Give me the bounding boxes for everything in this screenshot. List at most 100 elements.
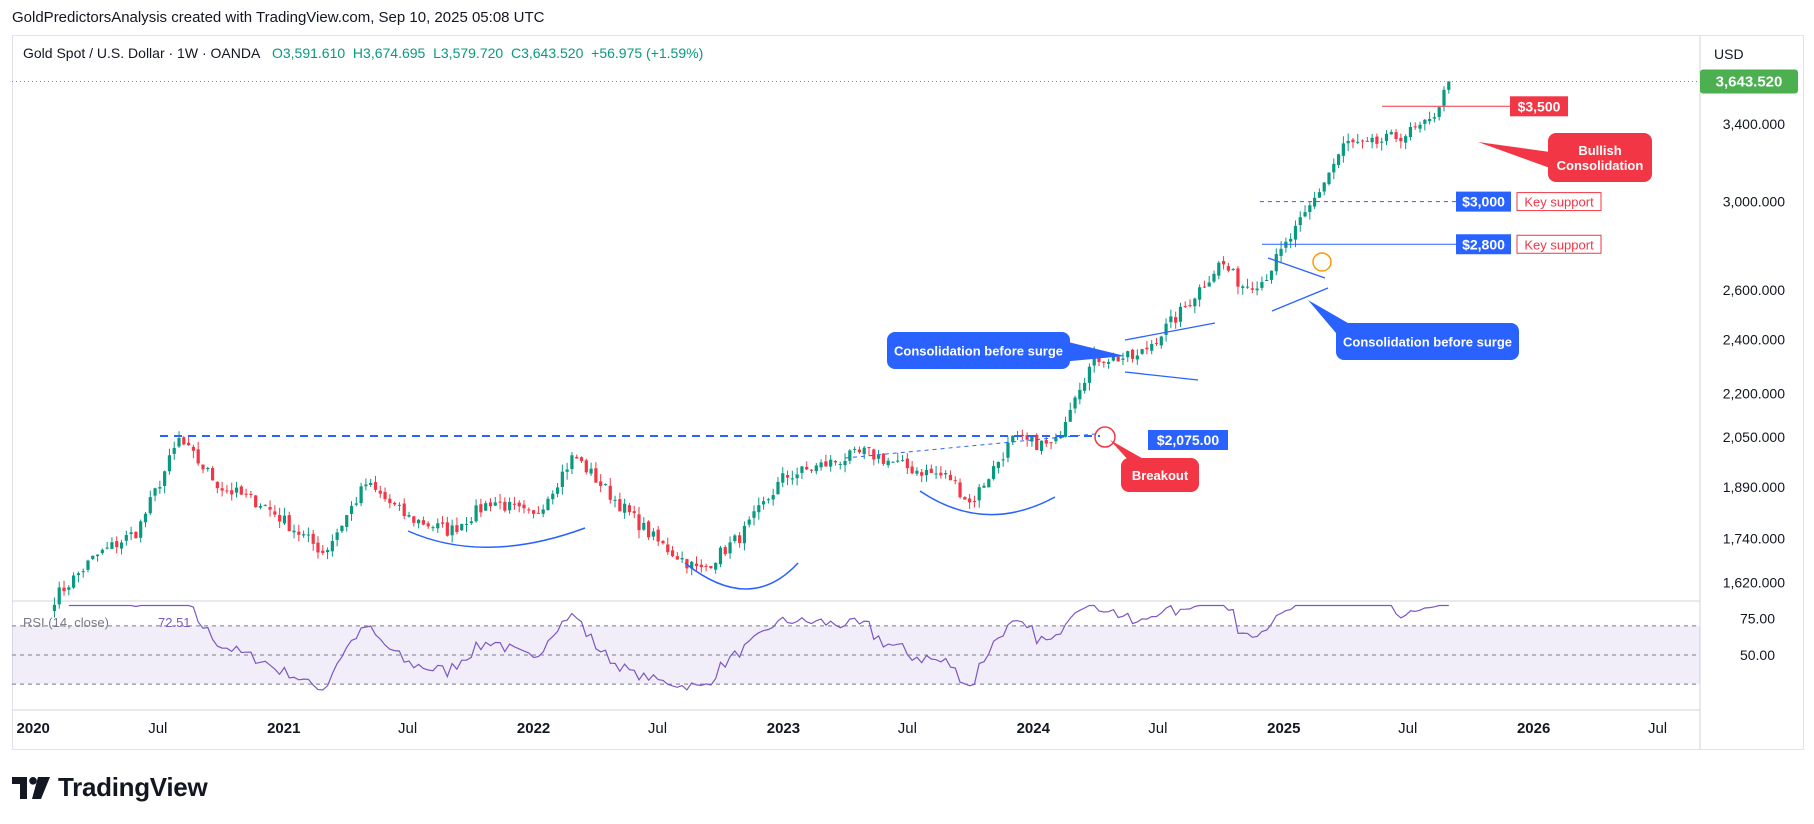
candle-body — [498, 501, 502, 503]
candle-body — [1241, 286, 1245, 288]
candle-body — [460, 523, 464, 531]
rounding-bottom-2022 — [684, 562, 799, 590]
candle-body — [776, 481, 780, 495]
price-tick-label: 3,400.000 — [1723, 116, 1785, 132]
support-2800-tag-box — [1456, 234, 1511, 255]
candle-body — [546, 498, 550, 511]
candle-body — [795, 474, 799, 479]
candle-body — [139, 521, 143, 538]
candle-body — [891, 461, 895, 463]
candle-body — [67, 587, 71, 590]
candle-body — [1092, 354, 1096, 366]
consolidation-callout-2-box — [1336, 323, 1519, 360]
candle-body — [1039, 440, 1044, 452]
candle-body — [1121, 358, 1125, 360]
candle-body — [560, 471, 564, 487]
time-tick-label: 2024 — [1017, 720, 1051, 737]
time-tick-label: 2023 — [767, 720, 800, 737]
rsi-pane: RSI (14, close) 72.51 — [12, 604, 1700, 691]
candle-body — [1083, 382, 1087, 391]
level-3500-tag-label: $3,500 — [1518, 98, 1561, 114]
time-tick-label: Jul — [148, 720, 167, 737]
candle-body — [1001, 459, 1005, 461]
candle-body — [254, 495, 258, 508]
support-3000-tag-box — [1456, 191, 1511, 212]
candle-body — [929, 468, 933, 474]
candle-body — [694, 563, 699, 567]
candle-body — [1049, 442, 1053, 444]
candle-body — [867, 447, 871, 449]
high-value: H3,674.695 — [352, 45, 426, 61]
candle-body — [1116, 356, 1120, 362]
candle-body — [603, 484, 608, 486]
candle-body — [939, 472, 943, 476]
candle-body — [905, 458, 909, 469]
candle-body — [646, 521, 651, 538]
symbol-name: Gold Spot / U.S. Dollar · 1W · OANDA — [23, 45, 261, 61]
bullish-callout-pointer — [1478, 142, 1550, 168]
currency-label[interactable]: USD — [1714, 46, 1744, 62]
tradingview-logo[interactable]: TradingView — [12, 772, 208, 803]
candle-body — [345, 515, 349, 527]
candle-body — [1073, 397, 1077, 409]
candle-body — [359, 486, 363, 504]
candle-body — [632, 511, 636, 514]
rsi-line — [68, 604, 1449, 691]
candle-body — [234, 487, 239, 493]
candle-body — [690, 561, 694, 569]
candle-body — [1370, 137, 1374, 143]
candle-body — [1293, 225, 1298, 240]
candle-body — [292, 530, 296, 533]
consolidation-wedge-2024 — [1124, 322, 1216, 381]
candle-body — [316, 542, 320, 553]
candle-body — [1279, 248, 1283, 256]
candle-body — [484, 503, 488, 511]
candle-body — [790, 478, 794, 480]
candle-body — [1245, 286, 1250, 288]
candle-body — [1327, 172, 1331, 185]
candle-body — [393, 502, 397, 505]
candle-body — [369, 482, 373, 485]
candle-body — [182, 437, 186, 445]
candle-body — [1068, 410, 1072, 422]
candle-body — [268, 507, 272, 510]
candle-body — [512, 503, 517, 505]
candle-body — [57, 587, 61, 605]
candle-body — [829, 459, 833, 467]
candle-body — [1308, 205, 1312, 212]
candle-body — [383, 492, 387, 500]
price-tick-label: 2,600.000 — [1723, 282, 1785, 298]
candle-body — [920, 472, 924, 476]
candle-body — [1404, 136, 1408, 143]
candle-body — [115, 541, 119, 548]
axes: 3,400.000 3,000.000 2,600.000 2,400.000 2,20… — [17, 69, 1798, 737]
candle-body — [91, 555, 95, 560]
price-tick-label: 1,620.000 — [1723, 575, 1785, 591]
candle-body — [1154, 343, 1159, 345]
candle-body — [627, 505, 632, 513]
candle-body — [761, 501, 766, 505]
candle-body — [278, 515, 282, 522]
candle-body — [201, 464, 205, 470]
candle-body — [105, 547, 109, 549]
candle-body — [618, 499, 622, 512]
candle-body — [1432, 117, 1437, 119]
level-3500-tag-box — [1510, 96, 1568, 117]
candle-body — [340, 525, 344, 532]
candle-body — [1174, 317, 1178, 323]
candle-body — [335, 532, 339, 540]
candle-body — [924, 470, 929, 476]
candle-body — [321, 550, 325, 553]
candle-body — [1193, 298, 1197, 307]
candle-body — [177, 438, 181, 447]
candle-body — [100, 549, 104, 554]
candle-body — [575, 456, 579, 459]
candle-body — [508, 501, 512, 511]
candle-body — [982, 485, 986, 488]
candle-body — [76, 573, 80, 576]
candle-body — [733, 535, 737, 542]
resistance-2075-tag-label: $2,075.00 — [1157, 432, 1219, 448]
candle-body — [1145, 347, 1149, 350]
candle-body — [977, 487, 981, 501]
